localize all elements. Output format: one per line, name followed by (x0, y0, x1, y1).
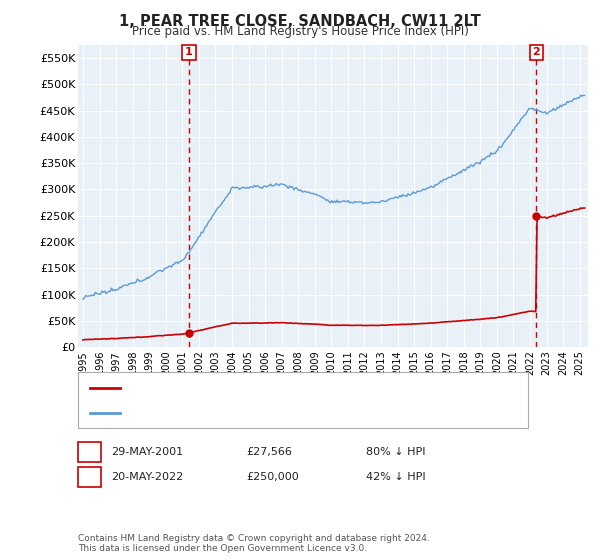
Text: 42% ↓ HPI: 42% ↓ HPI (366, 472, 425, 482)
Text: £250,000: £250,000 (246, 472, 299, 482)
Text: 29-MAY-2001: 29-MAY-2001 (111, 447, 183, 457)
Text: 1: 1 (86, 447, 93, 457)
Text: 1, PEAR TREE CLOSE, SANDBACH, CW11 2LT: 1, PEAR TREE CLOSE, SANDBACH, CW11 2LT (119, 14, 481, 29)
Text: Contains HM Land Registry data © Crown copyright and database right 2024.
This d: Contains HM Land Registry data © Crown c… (78, 534, 430, 553)
Text: 20-MAY-2022: 20-MAY-2022 (111, 472, 183, 482)
Text: £27,566: £27,566 (246, 447, 292, 457)
Text: 80% ↓ HPI: 80% ↓ HPI (366, 447, 425, 457)
Text: 1: 1 (185, 48, 193, 57)
Text: Price paid vs. HM Land Registry's House Price Index (HPI): Price paid vs. HM Land Registry's House … (131, 25, 469, 38)
Text: 2: 2 (532, 48, 540, 57)
Text: HPI: Average price, detached house, Cheshire East: HPI: Average price, detached house, Ches… (126, 408, 409, 418)
Text: 2: 2 (86, 472, 93, 482)
Text: 1, PEAR TREE CLOSE, SANDBACH, CW11 2LT (detached house): 1, PEAR TREE CLOSE, SANDBACH, CW11 2LT (… (126, 382, 475, 393)
